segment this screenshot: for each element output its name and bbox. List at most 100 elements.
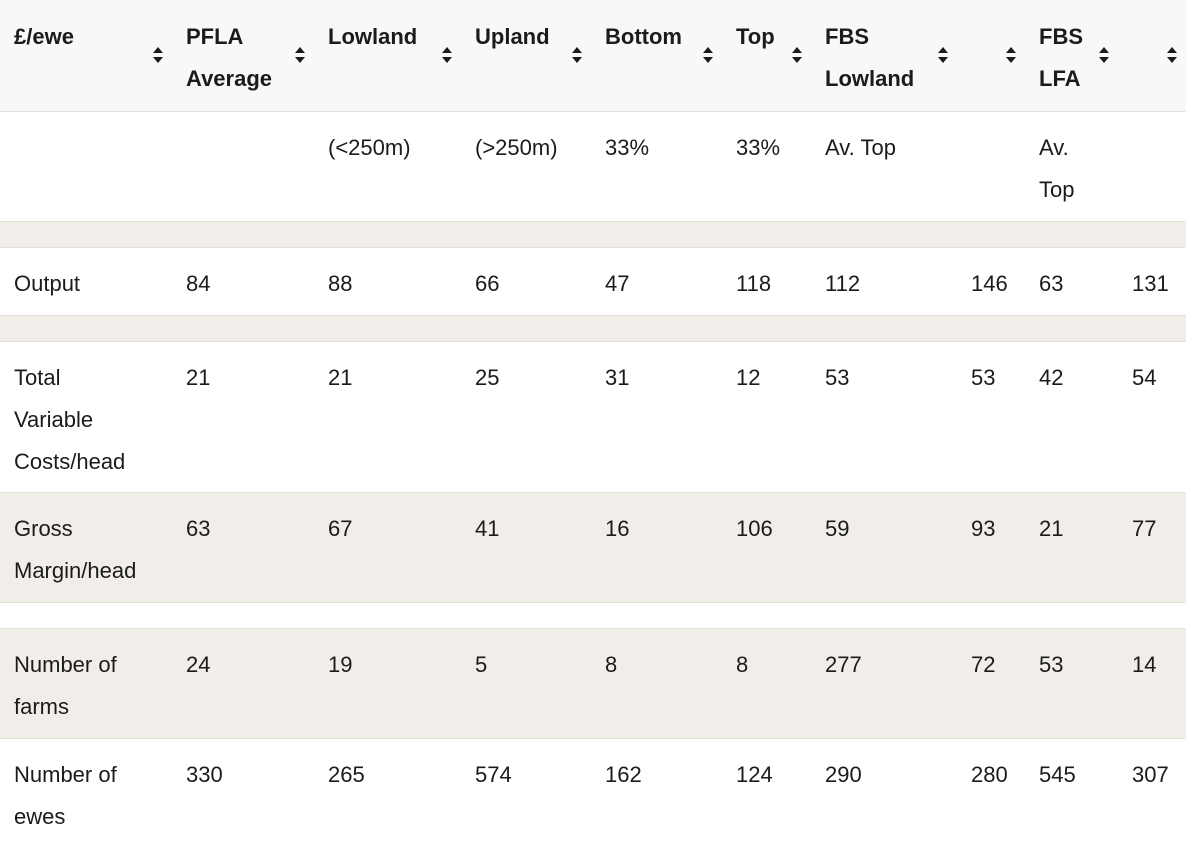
cell: 54	[1118, 340, 1186, 492]
cell-text: 47	[605, 270, 630, 296]
cell: 21	[314, 340, 461, 492]
cell-text: 5	[475, 651, 488, 677]
sort-icon[interactable]	[1166, 46, 1178, 64]
cell-text: 545	[1039, 761, 1076, 787]
cell: 67	[314, 491, 461, 602]
sortable-header[interactable]: Top	[722, 0, 811, 111]
cell-text: 14	[1132, 651, 1157, 677]
cell: 53	[957, 340, 1025, 492]
sort-icon[interactable]	[571, 46, 583, 64]
header-text: Bottom	[605, 24, 682, 49]
sort-icon[interactable]	[937, 46, 949, 64]
sortable-header[interactable]: £/ewe	[0, 0, 172, 111]
cell-text: 66	[475, 270, 500, 296]
sort-icon[interactable]	[1098, 46, 1110, 64]
data-row: Number of farms 24 19 5 8 8 277 72 53 14	[0, 627, 1186, 738]
cell: 33%	[591, 110, 722, 221]
spacer-row	[0, 220, 1186, 247]
cell-text: 131	[1132, 270, 1169, 296]
cell: 53	[811, 340, 957, 492]
cell-text: 162	[605, 761, 642, 787]
sort-icon[interactable]	[441, 46, 453, 64]
cell-text: (<250m)	[328, 134, 411, 160]
data-row: Total Variable Costs/head 21 21 25 31 12 53 53 4…	[0, 340, 1186, 492]
sort-icon[interactable]	[294, 46, 306, 64]
cell: 280	[957, 737, 1025, 850]
row-label: Number of farms	[0, 627, 172, 738]
spacer	[0, 601, 1186, 628]
sortable-header[interactable]: Lowland	[314, 0, 461, 111]
cell-text: Total Variable Costs/head	[14, 364, 126, 474]
cell-text	[971, 112, 1007, 127]
cell: 131	[1118, 246, 1186, 315]
cell-text: 12	[736, 364, 761, 390]
sortable-header[interactable]: PFLA Average	[172, 0, 314, 111]
sort-icon[interactable]	[702, 46, 714, 64]
cell-text: 16	[605, 515, 630, 541]
cell: 265	[314, 737, 461, 850]
cell-text: 25	[475, 364, 500, 390]
sort-icon[interactable]	[152, 46, 164, 64]
cell: (<250m)	[314, 110, 461, 221]
cell: 162	[591, 737, 722, 850]
sort-icon[interactable]	[1005, 46, 1017, 64]
cell: 118	[722, 246, 811, 315]
sortable-header[interactable]	[1118, 0, 1186, 111]
cell: 14	[1118, 627, 1186, 738]
cell: 93	[957, 491, 1025, 602]
cell: 112	[811, 246, 957, 315]
data-row: Gross Margin/head 63 67 41 16 106 59 93 21 77	[0, 491, 1186, 602]
sortable-header[interactable]: FBS Lowland	[811, 0, 957, 111]
cell: 19	[314, 627, 461, 738]
cell-text: 72	[971, 651, 996, 677]
cell-text: 63	[1039, 270, 1064, 296]
cell-text: 574	[475, 761, 512, 787]
cell-text: Output	[14, 270, 81, 296]
cell-text: 33%	[736, 134, 781, 160]
header-text: Upland	[475, 24, 550, 49]
cell-text: 8	[736, 651, 749, 677]
cell: 16	[591, 491, 722, 602]
cell-text: 277	[825, 651, 862, 677]
cell: 21	[1025, 491, 1118, 602]
cell-text: 21	[1039, 515, 1064, 541]
cell: 8	[591, 627, 722, 738]
sortable-header[interactable]	[957, 0, 1025, 111]
sort-icon[interactable]	[791, 46, 803, 64]
sortable-header[interactable]: FBS LFA	[1025, 0, 1118, 111]
cell-text: 54	[1132, 364, 1157, 390]
cell: 72	[957, 627, 1025, 738]
cell-text: 53	[1039, 651, 1064, 677]
cell-text: 53	[825, 364, 850, 390]
cell-text: 330	[186, 761, 223, 787]
cell-text: 19	[328, 651, 353, 677]
sortable-header[interactable]: Upland	[461, 0, 591, 111]
cell	[1118, 110, 1186, 221]
data-row: Number of ewes 330 265 574 162 124 290 280 545 30…	[0, 737, 1186, 850]
cell: 66	[461, 246, 591, 315]
cell: 84	[172, 246, 314, 315]
cell: 33%	[722, 110, 811, 221]
cell-text: 21	[328, 364, 353, 390]
spacer	[0, 314, 1186, 341]
cell: 25	[461, 340, 591, 492]
header-text	[971, 0, 997, 16]
cell-text: 33%	[605, 134, 650, 160]
cell-text: 77	[1132, 515, 1157, 541]
cell: 31	[591, 340, 722, 492]
cell-text: 67	[328, 515, 353, 541]
cell	[957, 110, 1025, 221]
cell: 59	[811, 491, 957, 602]
cell: 146	[957, 246, 1025, 315]
cell-text: Number of ewes	[14, 761, 117, 829]
spacer-row	[0, 601, 1186, 628]
sortable-header[interactable]: Bottom	[591, 0, 722, 111]
row-label: Total Variable Costs/head	[0, 340, 172, 492]
cell: 124	[722, 737, 811, 850]
cell-text: 118	[736, 270, 772, 296]
cell: 5	[461, 627, 591, 738]
cell: 63	[1025, 246, 1118, 315]
row-label: Number of ewes	[0, 737, 172, 850]
cell: 8	[722, 627, 811, 738]
